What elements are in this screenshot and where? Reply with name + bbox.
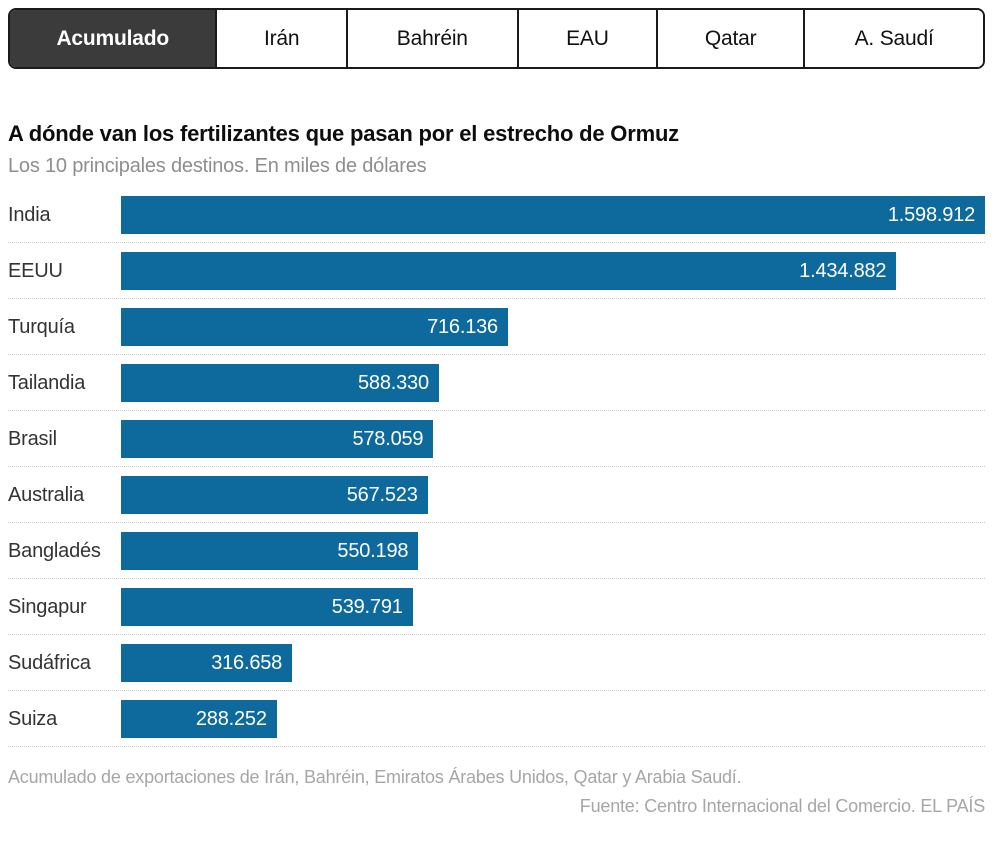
bar-row-eeuu: EEUU 1.434.882	[8, 243, 985, 299]
tab-a-saudi[interactable]: A. Saudí	[803, 10, 983, 67]
fertilizer-exports-widget: Acumulado Irán Bahréin EAU Qatar A. Saudí A d…	[8, 8, 985, 817]
bar-label: Sudáfrica	[8, 651, 91, 674]
bar-label: Bangladés	[8, 539, 101, 562]
bar-value-label: 316.658	[211, 651, 283, 674]
bar-label: Australia	[8, 483, 85, 506]
bar-value-label: 1.434.882	[799, 259, 887, 282]
bar[interactable]: 539.791	[121, 588, 413, 626]
tab-qatar[interactable]: Qatar	[656, 10, 804, 67]
tab-eau[interactable]: EAU	[516, 10, 657, 67]
bar-row-sudafrica: Sudáfrica 316.658	[8, 635, 985, 691]
bar-value-label: 567.523	[346, 483, 418, 506]
bar-chart: India 1.598.912 EEUU 1.434.882 Turquía 716.13…	[8, 196, 985, 747]
bar-row-brasil: Brasil 578.059	[8, 411, 985, 467]
bar-track: 588.330	[121, 364, 985, 402]
bar-track: 539.791	[121, 588, 985, 626]
bar[interactable]: 716.136	[121, 308, 508, 346]
chart-subtitle: Los 10 principales destinos. En miles de…	[8, 155, 427, 177]
bar-label: Brasil	[8, 427, 57, 450]
bar-track: 316.658	[121, 644, 985, 682]
bar-track: 567.523	[121, 476, 985, 514]
bar[interactable]: 1.434.882	[121, 252, 897, 290]
bar-track: 550.198	[121, 532, 985, 570]
tab-iran[interactable]: Irán	[215, 10, 346, 67]
chart-footer: Acumulado de exportaciones de Irán, Bahr…	[8, 767, 985, 817]
bar-label: EEUU	[8, 259, 63, 282]
bar-track: 1.434.882	[121, 252, 985, 290]
bar-value-label: 588.330	[358, 371, 429, 394]
bar-row-india: India 1.598.912	[8, 196, 985, 243]
bar[interactable]: 567.523	[121, 476, 428, 514]
bar-track: 716.136	[121, 308, 985, 346]
bar-track: 288.252	[121, 700, 985, 738]
bar-value-label: 578.059	[352, 427, 424, 450]
bar-label: India	[8, 203, 51, 226]
bar-label: Suiza	[8, 707, 58, 730]
tab-acumulado[interactable]: Acumulado	[10, 10, 216, 67]
bar-row-australia: Australia 567.523	[8, 467, 985, 523]
bar-row-tailandia: Tailandia 588.330	[8, 355, 985, 411]
bar-track: 1.598.912	[121, 196, 985, 234]
bar[interactable]: 288.252	[121, 700, 277, 738]
bar-row-singapur: Singapur 539.791	[8, 579, 985, 635]
bar-value-label: 550.198	[337, 539, 409, 562]
chart-source: Fuente: Centro Internacional del Comerci…	[579, 796, 985, 816]
chart-title: A dónde van los fertilizantes que pasan …	[8, 121, 679, 146]
chart-note: Acumulado de exportaciones de Irán, Bahr…	[8, 767, 742, 787]
bar-label: Turquía	[8, 315, 75, 338]
bar-row-turquia: Turquía 716.136	[8, 299, 985, 355]
bar-label: Singapur	[8, 595, 87, 618]
bar[interactable]: 1.598.912	[121, 196, 985, 234]
bar-value-label: 1.598.912	[887, 203, 975, 226]
bar-row-suiza: Suiza 288.252	[8, 691, 985, 747]
bar[interactable]: 550.198	[121, 532, 419, 570]
bar[interactable]: 578.059	[121, 420, 434, 458]
bar[interactable]: 316.658	[121, 644, 293, 682]
bar-track: 578.059	[121, 420, 985, 458]
bar-label: Tailandia	[8, 371, 86, 394]
tab-bahrein[interactable]: Bahréin	[345, 10, 517, 67]
bar[interactable]: 588.330	[121, 364, 439, 402]
tab-bar: Acumulado Irán Bahréin EAU Qatar A. Saudí	[8, 8, 985, 69]
bar-value-label: 539.791	[331, 595, 403, 618]
bar-row-banglades: Bangladés 550.198	[8, 523, 985, 579]
bar-value-label: 288.252	[195, 707, 267, 730]
bar-value-label: 716.136	[427, 315, 498, 338]
